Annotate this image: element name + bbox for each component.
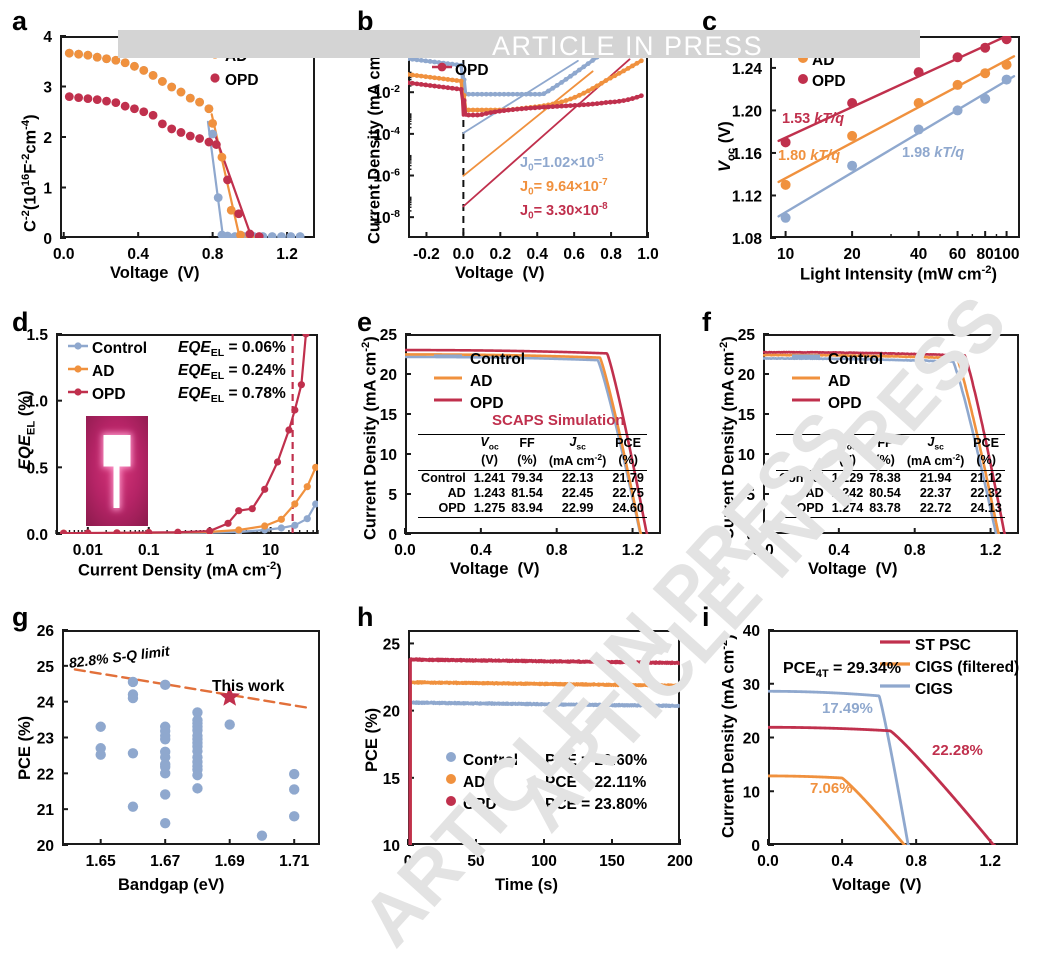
svg-text:20: 20 bbox=[743, 731, 760, 748]
panel-i-pce4t-label: PCE4T = 29.34% bbox=[783, 660, 901, 680]
panel-i-annotation-cigs-filtered: 7.06% bbox=[810, 780, 853, 797]
panel-i-annotation-cigs: 17.49% bbox=[822, 700, 873, 717]
panel-i-xlabel: Voltage (V) bbox=[832, 876, 922, 895]
panel-i-legend-stpsc: ST PSC bbox=[915, 637, 971, 655]
watermark-text: ARTICLE IN PRESS bbox=[492, 31, 763, 62]
figure-canvas: a 0.0 0.4 0.8 1.2 0 1 2 3 4 C-2(1016F-2cm-4) Vol… bbox=[0, 0, 1043, 912]
svg-text:0.0: 0.0 bbox=[757, 853, 779, 870]
panel-i-legend-cigs: CIGS bbox=[915, 681, 953, 699]
panel-i-annotation-stpsc: 22.28% bbox=[932, 742, 983, 759]
svg-text:10: 10 bbox=[743, 784, 760, 801]
svg-text:0: 0 bbox=[751, 838, 760, 855]
svg-text:0.8: 0.8 bbox=[905, 853, 927, 870]
svg-text:30: 30 bbox=[743, 677, 760, 694]
svg-text:0.4: 0.4 bbox=[831, 853, 853, 870]
svg-text:1.2: 1.2 bbox=[979, 853, 1001, 870]
panel-i-legend-cigs-filtered: CIGS (filtered) bbox=[915, 659, 1019, 677]
